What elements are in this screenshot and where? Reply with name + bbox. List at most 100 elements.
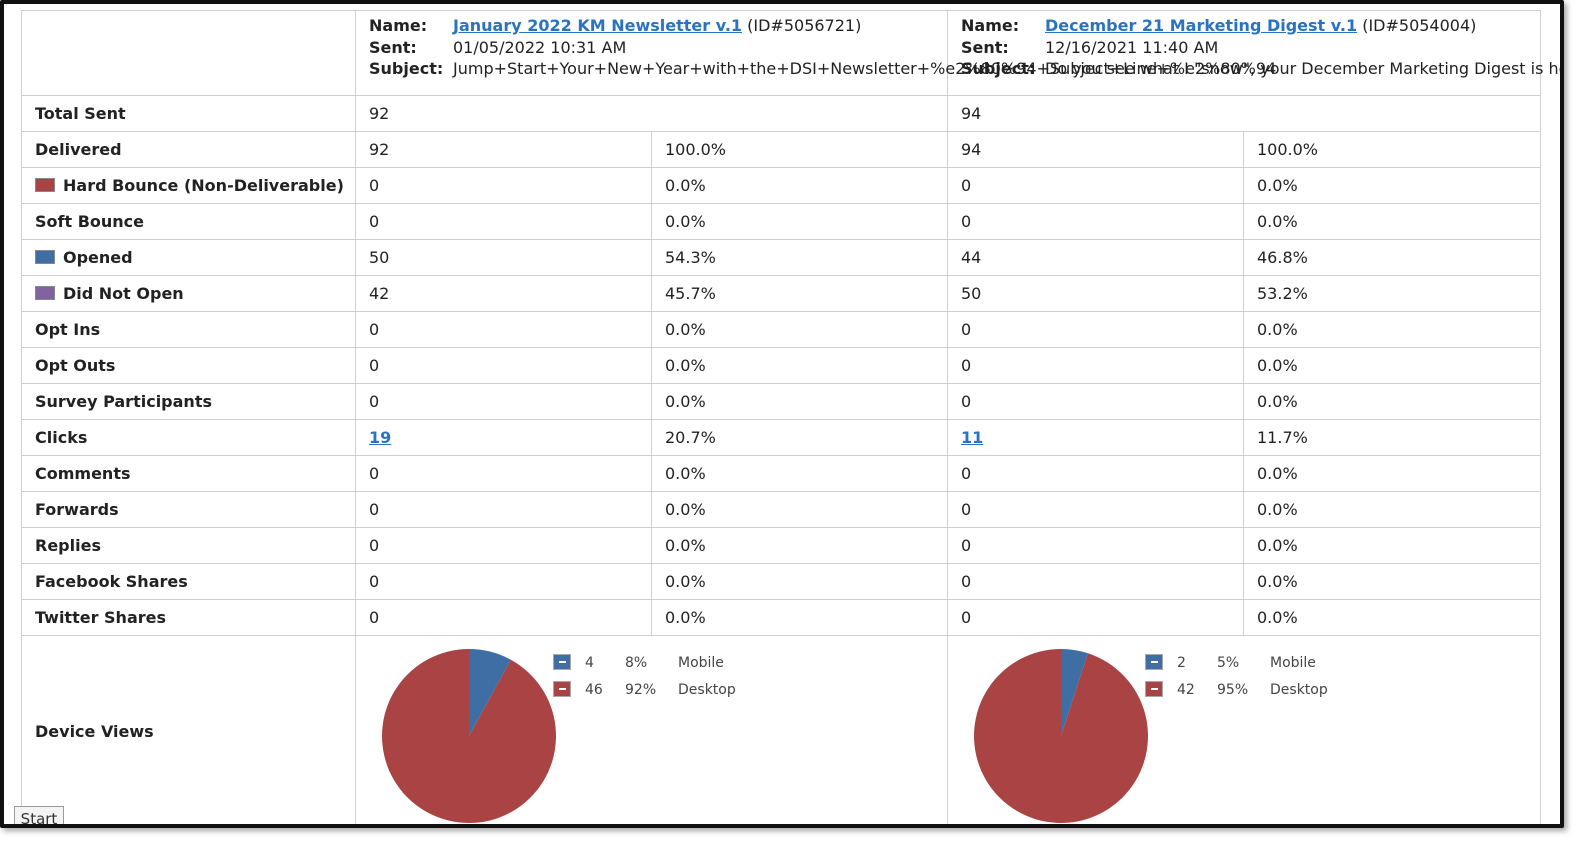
pie-slice-desktop[interactable] [974,649,1148,823]
metric-label: Opt Ins [35,320,101,339]
campaign-a-pct: 0.0% [665,500,706,519]
pie-slice-mobile[interactable] [1061,649,1088,736]
metric-label: Replies [35,536,101,555]
legend-label: Desktop [1270,682,1328,698]
campaign-a-subject: Jump+Start+Your+New+Year+with+the+DSI+Ne… [453,59,1277,78]
campaign-a-pct: 0.0% [665,212,706,231]
header-empty-cell [21,10,356,96]
name-label: Name: [961,16,1020,35]
campaign-a-pct-cell: 0.0% [651,527,948,564]
campaign-b-value: 50 [961,284,982,303]
campaign-a-value: 0 [369,536,380,555]
campaign-b-value-cell: 0 [947,455,1244,492]
legend-toggle-icon[interactable] [1145,681,1163,697]
metric-label-cell: Device Views [21,635,356,824]
legend-item-mobile[interactable]: 2 5% Mobile [1145,653,1365,680]
campaign-b-subject: Do you see what I "snow", your December … [1045,59,1564,78]
campaign-a-clicks-link[interactable]: 19 [369,428,392,447]
metric-row-facebook-shares: Facebook Shares 0 0.0% 0 0.0% [21,563,1541,600]
campaign-b-pct-cell: 46.8% [1243,239,1541,276]
campaign-b-pct: 0.0% [1257,392,1298,411]
campaign-b-pct-cell: 11.7% [1243,419,1541,456]
metric-row-survey-participants: Survey Participants 0 0.0% 0 0.0% [21,383,1541,420]
campaign-b-value-cell: 0 [947,491,1244,528]
campaign-b-value-cell: 11 [947,419,1244,456]
metric-label-cell: Opened [21,239,356,276]
legend-swatch-icon [35,250,55,264]
legend-toggle-icon[interactable] [1145,654,1163,670]
pie-slice-mobile[interactable] [469,649,511,736]
campaign-a-value: 0 [369,572,380,591]
campaign-b-value-cell: 0 [947,527,1244,564]
campaign-b-value-cell: 44 [947,239,1244,276]
campaign-a-value: 92 [369,140,390,159]
campaign-b-pct-cell: 0.0% [1243,167,1541,204]
campaign-b-value: 0 [961,464,972,483]
campaign-a-pct: 0.0% [665,464,706,483]
pie-slice-desktop[interactable] [381,649,556,823]
campaign-b-value: 0 [961,572,972,591]
campaign-a-value: 0 [369,176,380,195]
campaign-b-value: 0 [961,500,972,519]
legend-label: Mobile [678,655,724,671]
metric-label: Soft Bounce [35,212,144,231]
metric-label-cell: Comments [21,455,356,492]
start-button[interactable]: Start [14,806,64,824]
metric-row-opt-outs: Opt Outs 0 0.0% 0 0.0% [21,347,1541,384]
campaign-a-value: 0 [369,356,380,375]
campaign-a-sent: 01/05/2022 10:31 AM [453,37,627,57]
legend-toggle-icon[interactable] [553,681,571,697]
campaign-a-pct: 0.0% [665,536,706,555]
legend-item-mobile[interactable]: 4 8% Mobile [553,653,773,680]
metric-label: Forwards [35,500,119,519]
campaign-b-pct: 46.8% [1257,248,1308,267]
report-window: Name: January 2022 KM Newsletter v.1 (ID… [0,0,1564,828]
campaign-b-pct-cell: 53.2% [1243,275,1541,312]
campaign-b-sent: 12/16/2021 11:40 AM [1045,37,1219,57]
legend-item-desktop[interactable]: 46 92% Desktop [553,680,773,707]
campaign-b-value: 0 [961,608,972,627]
campaign-a-value-cell: 50 [355,239,652,276]
campaign-b-pct: 0.0% [1257,176,1298,195]
campaign-b-value: 94 [961,104,982,123]
legend-item-desktop[interactable]: 42 95% Desktop [1145,680,1365,707]
campaign-a-id: (ID#5056721) [747,16,862,35]
campaign-a-value-cell: 0 [355,563,652,600]
metric-label-cell: Forwards [21,491,356,528]
legend-percent: 92% [625,682,657,698]
campaign-b-name-link[interactable]: December 21 Marketing Digest v.1 [1045,16,1358,35]
campaign-b-pct: 0.0% [1257,572,1298,591]
campaign-b-pct-cell: 0.0% [1243,563,1541,600]
metric-label: Total Sent [35,104,126,123]
campaign-b-pct: 0.0% [1257,536,1298,555]
campaign-b-pct-cell: 0.0% [1243,491,1541,528]
metric-label-cell: Facebook Shares [21,563,356,600]
campaign-a-value-cell: 19 [355,419,652,456]
campaign-b-value-cell: 0 [947,347,1244,384]
campaign-b-pct: 0.0% [1257,464,1298,483]
campaign-b-pct-cell: 0.0% [1243,599,1541,636]
campaign-a-value-cell: 0 [355,167,652,204]
campaign-a-value-cell: 0 [355,527,652,564]
legend-toggle-icon[interactable] [553,654,571,670]
campaign-a-pct: 0.0% [665,392,706,411]
metric-label-cell: Twitter Shares [21,599,356,636]
campaign-a-pct: 0.0% [665,320,706,339]
campaign-a-value: 92 [369,104,390,123]
campaign-b-pct-cell: 100.0% [1243,131,1541,168]
metric-row-comments: Comments 0 0.0% 0 0.0% [21,455,1541,492]
sent-label: Sent: [961,37,1009,57]
campaign-b-clicks-link[interactable]: 11 [961,428,984,447]
campaign-a-pct-cell: 0.0% [651,347,948,384]
device-legend: 4 8% Mobile 46 92% Desktop [553,653,773,707]
campaign-a-name-link[interactable]: January 2022 KM Newsletter v.1 [453,16,743,35]
metric-row-delivered: Delivered 92 100.0% 94 100.0% [21,131,1541,168]
metric-label: Delivered [35,140,122,159]
metric-row-total-sent: Total Sent 92 94 [21,95,1541,132]
legend-percent: 8% [625,655,648,671]
campaign-a-pct-cell: 0.0% [651,167,948,204]
campaign-b-pct-cell: 0.0% [1243,203,1541,240]
metric-row-soft-bounce: Soft Bounce 0 0.0% 0 0.0% [21,203,1541,240]
metric-row-hard-bounce-non-deliverable: Hard Bounce (Non-Deliverable) 0 0.0% 0 0.0% [21,167,1541,204]
campaign-b-pct: 0.0% [1257,608,1298,627]
